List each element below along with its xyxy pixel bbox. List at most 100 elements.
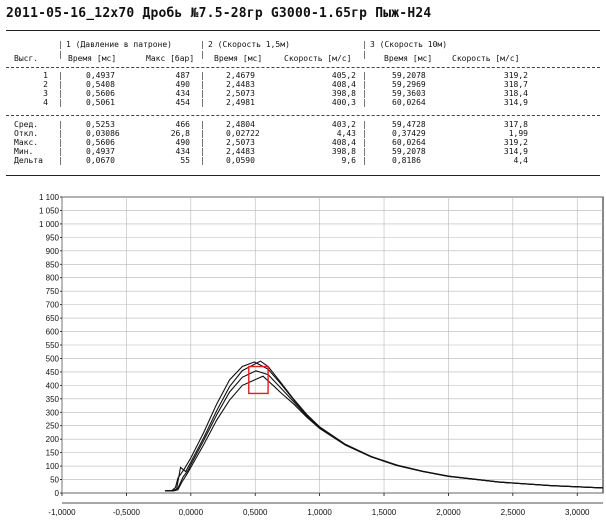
table-row-cell: 0,4937 [86, 71, 115, 80]
stats-row-cell: 26,8 [170, 129, 190, 138]
stats-row-cell: 408,4 [331, 138, 356, 147]
group-header-pressure: 1 (Давление в патроне) [66, 40, 172, 49]
stats-row-cell: 0,5253 [86, 120, 115, 129]
table-row-cell: 454 [175, 98, 190, 107]
series-line-4 [165, 370, 604, 492]
column-separator: | [58, 80, 63, 89]
axes: 0 50 100 150 200 250 300 350 400 450 500 550 600 650 7… [39, 193, 603, 517]
stats-row-cell: 490 [175, 138, 190, 147]
column-separator: | [58, 98, 63, 107]
table-stats-rule [6, 115, 600, 116]
column-separator: | [200, 89, 205, 98]
y-tick-label: 1 050 [39, 206, 60, 215]
column-separator: | [200, 40, 205, 49]
stats-row-cell: Макс. [14, 138, 39, 147]
stats-row-cell: Мин. [14, 147, 34, 156]
y-tick-label: 1 100 [39, 193, 60, 202]
table-row-cell: 2,4981 [226, 98, 255, 107]
col-header-time-2: Время [мс] [214, 54, 263, 63]
highlight-box [248, 365, 269, 395]
group-header-speed-1-5m: 2 (Скорость 1,5м) [208, 40, 290, 49]
column-separator: | [362, 129, 367, 138]
column-separator: | [58, 50, 63, 59]
column-separator: | [362, 98, 367, 107]
y-tick-label: 1 000 [39, 220, 60, 229]
column-separator: | [200, 50, 205, 59]
stats-row-cell: 398,8 [331, 147, 356, 156]
col-header-speed-2: Скорость [м/с] [284, 54, 352, 63]
col-header-time-1: Время [мс] [68, 54, 117, 63]
stats-row-cell: 0,0590 [226, 156, 255, 165]
table-bottom-rule [6, 175, 600, 176]
col-header-shot: Высг. [14, 54, 39, 63]
y-tick-label: 500 [46, 354, 60, 363]
column-separator: | [58, 89, 63, 98]
stats-row-cell: 434 [175, 147, 190, 156]
stats-row-cell: 55 [180, 156, 190, 165]
table-row-cell: 0,5061 [86, 98, 115, 107]
column-separator: | [362, 147, 367, 156]
y-tick-label: 200 [46, 435, 60, 444]
column-separator: | [362, 120, 367, 129]
x-tick-label: -1,0000 [48, 508, 76, 517]
y-tick-label: 300 [46, 408, 60, 417]
column-separator: | [58, 147, 63, 156]
y-tick-label: 950 [46, 233, 60, 242]
stats-row-cell: 59,2078 [392, 147, 426, 156]
y-tick-label: 350 [46, 395, 60, 404]
table-row-cell: 487 [175, 71, 190, 80]
stats-row-cell: 319,2 [503, 138, 528, 147]
stats-row-cell: 314,9 [503, 147, 528, 156]
table-row-cell: 59,2969 [392, 80, 426, 89]
y-tick-label: 800 [46, 274, 60, 283]
column-separator: | [362, 71, 367, 80]
stats-row-cell: Сред. [14, 120, 39, 129]
table-row-cell: 59,3603 [392, 89, 426, 98]
y-tick-label: 0 [55, 489, 60, 498]
y-tick-label: 550 [46, 341, 60, 350]
y-tick-label: 150 [46, 449, 60, 458]
x-tick-label: -0,5000 [113, 508, 141, 517]
table-row-cell: 314,9 [503, 98, 528, 107]
table-row-cell: 400,3 [331, 98, 356, 107]
highlight-group [248, 365, 269, 395]
column-separator: | [200, 129, 205, 138]
table-row-cell: 2,4483 [226, 80, 255, 89]
stats-row-cell: 60,0264 [392, 138, 426, 147]
table-top-rule [6, 30, 600, 31]
column-separator: | [58, 138, 63, 147]
column-separator: | [362, 89, 367, 98]
table-row-cell: 2 [43, 80, 48, 89]
stats-row-cell: 0,8186 [392, 156, 421, 165]
column-separator: | [200, 120, 205, 129]
table-row-cell: 434 [175, 89, 190, 98]
stats-row-cell: 0,03086 [86, 129, 120, 138]
table-row-cell: 319,2 [503, 71, 528, 80]
column-separator: | [362, 138, 367, 147]
table-row-cell: 1 [43, 71, 48, 80]
stats-row-cell: 2,4804 [226, 120, 255, 129]
stats-row-cell: 0,5606 [86, 138, 115, 147]
column-separator: | [200, 156, 205, 165]
x-tick-label: 2,0000 [436, 508, 461, 517]
column-separator: | [58, 71, 63, 80]
y-tick-label: 650 [46, 314, 60, 323]
table-row-cell: 398,8 [331, 89, 356, 98]
stats-row-cell: 0,02722 [226, 129, 260, 138]
column-separator: | [58, 129, 63, 138]
table-header-rule [6, 67, 600, 68]
stats-row-cell: 2,5073 [226, 138, 255, 147]
table-row-cell: 0,5606 [86, 89, 115, 98]
table-row-cell: 318,4 [503, 89, 528, 98]
y-tick-label: 100 [46, 462, 60, 471]
grid [61, 196, 603, 494]
table-row-cell: 2,5073 [226, 89, 255, 98]
stats-row-cell: 0,37429 [392, 129, 426, 138]
stats-row-cell: 59,4728 [392, 120, 426, 129]
table-row-cell: 3 [43, 89, 48, 98]
stats-row-cell: 4,4 [513, 156, 528, 165]
table-row-cell: 60,0264 [392, 98, 426, 107]
stats-row-cell: 4,43 [336, 129, 356, 138]
series-group [165, 360, 604, 492]
column-separator: | [362, 50, 367, 59]
